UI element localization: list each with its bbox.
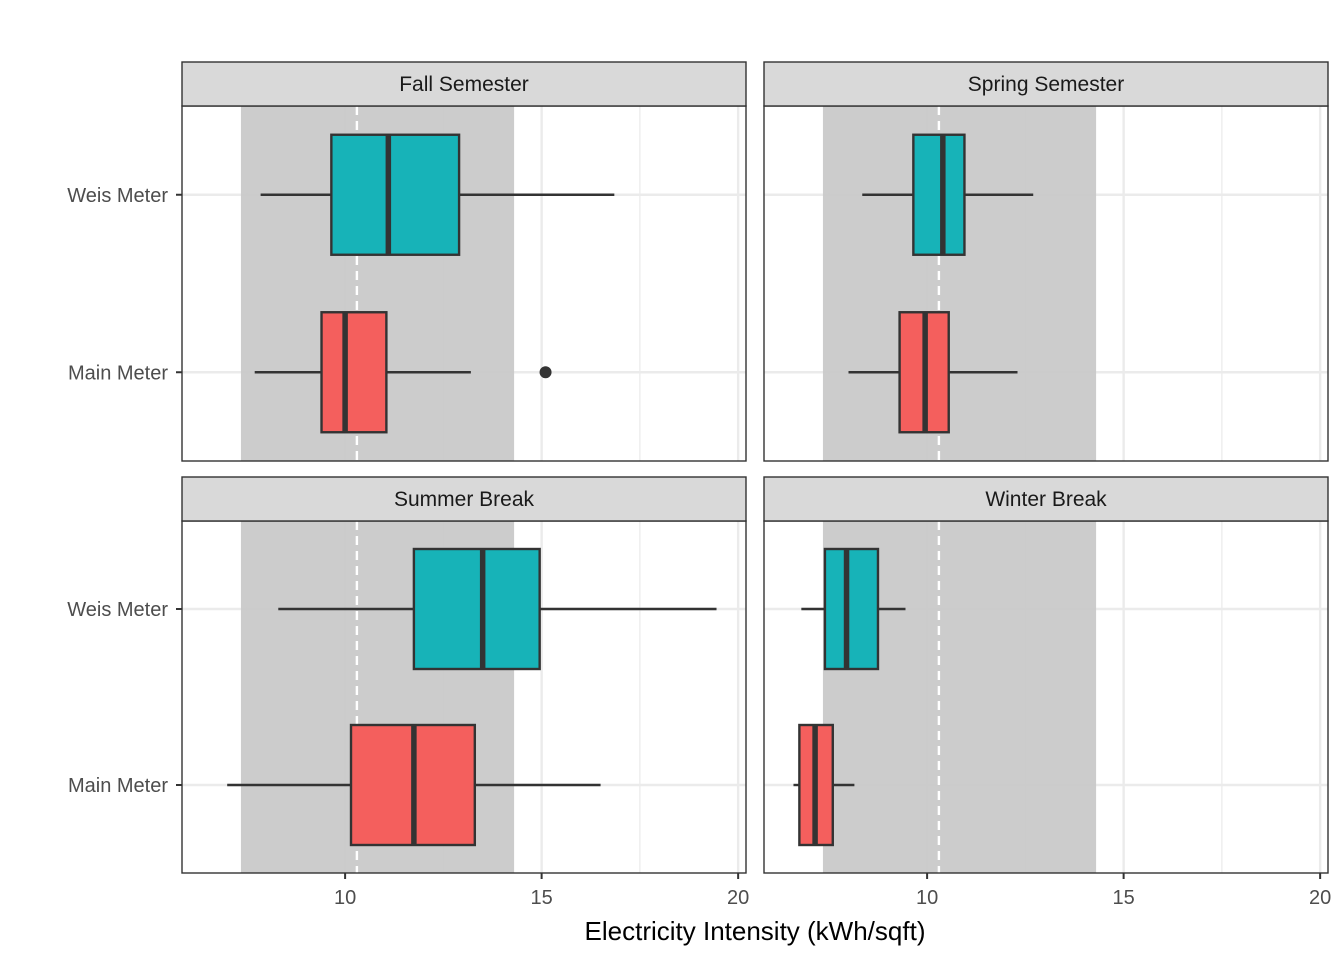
x-axis-title: Electricity Intensity (kWh/sqft) [585,916,926,946]
y-tick-label: Main Meter [68,775,168,797]
x-tick-label: 10 [334,887,356,909]
outlier-point [539,366,552,379]
strip-title: Spring Semester [968,73,1124,96]
strip-background [181,476,747,522]
strip-background [763,61,1329,107]
box-iqr [330,133,461,256]
boxplot-main-meter [254,311,552,434]
x-tick-label: 20 [727,887,749,909]
x-tick-label: 10 [916,887,938,909]
strip-title: Winter Break [985,488,1107,511]
panel-fall-semester: Fall Semester Weis Meter Main Meter [67,61,747,462]
strip-background [763,476,1329,522]
boxplot-weis-meter [278,547,717,671]
x-tick-label: 20 [1309,887,1331,909]
boxplot-weis-meter [862,133,1034,256]
box-iqr [912,133,966,256]
strip-title: Summer Break [394,488,535,511]
x-tick-label: 15 [530,887,552,909]
boxplot-weis-meter [260,133,615,256]
boxplot-weis-meter [801,547,906,671]
box-iqr [320,311,388,434]
y-tick-label: Weis Meter [67,599,168,621]
panel-winter-break: Winter Break 10 15 20 [763,476,1331,909]
boxplot-main-meter [793,723,855,847]
x-tick-label: 15 [1112,887,1134,909]
strip-background [181,61,747,107]
boxplot-main-meter [848,311,1018,434]
box-iqr [823,547,880,671]
panel-spring-semester: Spring Semester [763,61,1329,462]
panel-summer-break: Summer Break Weis Meter Main Meter 10 15 20 [67,476,749,909]
y-tick-label: Weis Meter [67,185,168,207]
strip-title: Fall Semester [399,73,529,96]
box-iqr [412,547,541,671]
y-tick-label: Main Meter [68,362,168,384]
boxplot-main-meter [227,723,601,847]
